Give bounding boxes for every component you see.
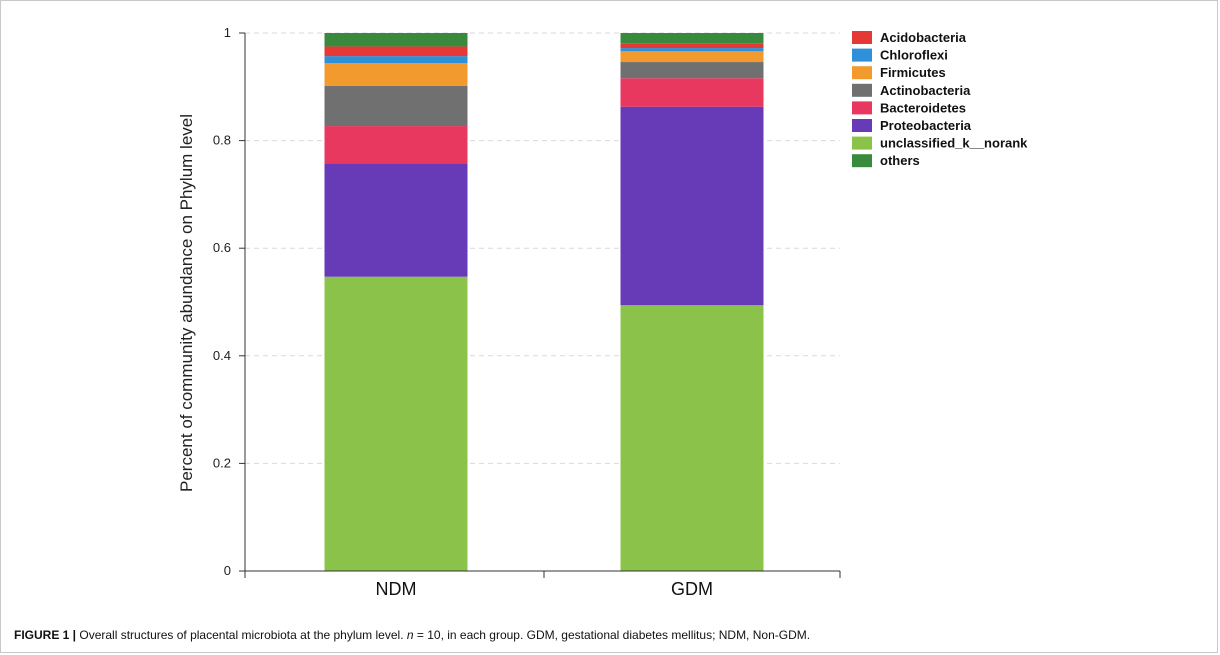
y-tick-label: 0.2 bbox=[213, 455, 231, 470]
y-tick-label: 0.8 bbox=[213, 133, 231, 148]
y-axis-label: Percent of community abundance on Phylum… bbox=[177, 114, 196, 492]
legend-swatch bbox=[852, 31, 872, 44]
bar-segment-firmicutes-gdm bbox=[620, 51, 764, 63]
legend-label: Actinobacteria bbox=[880, 83, 971, 98]
caption-label: FIGURE 1 | bbox=[14, 628, 77, 642]
bar-segment-bacteroidetes-ndm bbox=[324, 126, 468, 164]
y-tick-label: 0 bbox=[224, 563, 231, 578]
legend-swatch bbox=[852, 136, 872, 150]
bar-segment-acidobacteria-ndm bbox=[324, 46, 468, 57]
x-category-label: NDM bbox=[376, 579, 417, 599]
legend-swatch bbox=[852, 101, 872, 115]
bar-segment-unclassified-k-norank-ndm bbox=[324, 276, 468, 571]
bar-segment-unclassified-k-norank-gdm bbox=[620, 305, 764, 571]
figure-caption: FIGURE 1 | Overall structures of placent… bbox=[14, 628, 810, 642]
legend-swatch bbox=[852, 66, 872, 80]
stacked-bar-chart: 0 0.2 0.4 0.6 0.8 1 NDM GDM Acidobacteria Chloro… bbox=[177, 25, 1028, 599]
caption-n-symbol: n bbox=[406, 628, 414, 642]
bar-segment-actinobacteria-ndm bbox=[324, 85, 468, 127]
legend-swatch bbox=[852, 119, 872, 132]
bar-segment-proteobacteria-gdm bbox=[620, 106, 764, 306]
y-tick-label: 0.4 bbox=[213, 348, 231, 363]
bar-segment-firmicutes-ndm bbox=[324, 63, 468, 86]
legend-label: unclassified_k__norank bbox=[880, 136, 1028, 151]
legend-label: others bbox=[880, 153, 920, 168]
caption-text-1: Overall structures of placental microbio… bbox=[76, 628, 407, 642]
legend-swatch bbox=[852, 83, 872, 97]
caption-text-2: = 10, in each group. GDM, gestational di… bbox=[413, 628, 811, 642]
bar-segment-chloroflexi-ndm bbox=[324, 56, 468, 64]
bar-segment-bacteroidetes-gdm bbox=[620, 78, 764, 107]
y-tick-label: 0.6 bbox=[213, 240, 231, 255]
bar-segment-actinobacteria-gdm bbox=[620, 62, 764, 79]
x-category-label: GDM bbox=[671, 579, 713, 599]
legend: Acidobacteria Chloroflexi Firmicutes Actino… bbox=[852, 30, 1028, 168]
legend-label: Firmicutes bbox=[880, 65, 946, 80]
bar-segment-acidobacteria-gdm bbox=[620, 43, 764, 49]
legend-label: Acidobacteria bbox=[880, 30, 967, 45]
bar-segment-chloroflexi-gdm bbox=[620, 48, 764, 52]
y-tick-label: 1 bbox=[224, 25, 231, 40]
bars bbox=[324, 33, 764, 571]
legend-swatch bbox=[852, 48, 872, 62]
bar-segment-proteobacteria-ndm bbox=[324, 163, 468, 277]
legend-label: Chloroflexi bbox=[880, 48, 948, 63]
bar-segment-others-ndm bbox=[324, 33, 468, 47]
legend-swatch bbox=[852, 154, 872, 168]
legend-label: Bacteroidetes bbox=[880, 100, 966, 115]
axes: 0 0.2 0.4 0.6 0.8 1 NDM GDM bbox=[213, 25, 841, 599]
bar-segment-others-gdm bbox=[620, 33, 764, 44]
legend-label: Proteobacteria bbox=[880, 118, 972, 133]
